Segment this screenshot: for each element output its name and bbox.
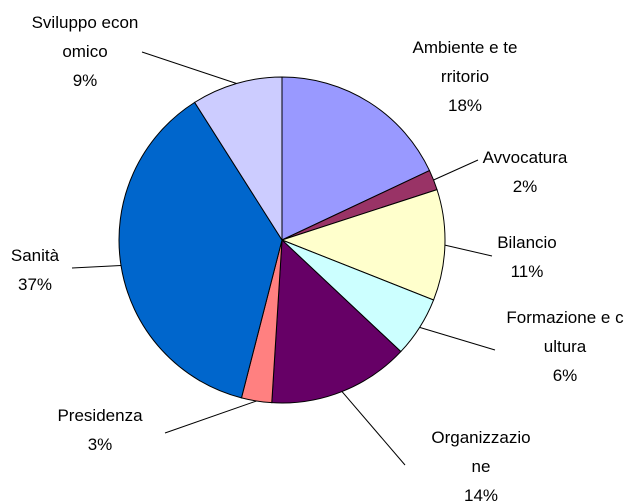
leader-line	[71, 264, 122, 269]
percent-label: 6%	[552, 366, 578, 385]
category-name: Sviluppo economico	[31, 13, 139, 61]
slice-label: Sanità 37%	[0, 241, 70, 299]
leader-line	[419, 326, 496, 351]
percent-label: 2%	[512, 177, 538, 196]
slice-label: Organizzazione 14%	[427, 423, 535, 502]
slice-label: Formazione e cultura 6%	[503, 303, 628, 390]
slice-label: Sviluppo economico 9%	[30, 8, 140, 95]
slice-label: Avvocatura 2%	[470, 143, 580, 201]
category-name: Formazione e cultura	[506, 308, 624, 356]
slice-label: Presidenza 3%	[45, 401, 155, 459]
percent-label: 14%	[463, 486, 499, 502]
category-name: Presidenza	[57, 406, 143, 425]
leader-line	[141, 51, 237, 84]
category-name: Organizzazione	[431, 428, 531, 476]
leader-line	[341, 391, 406, 466]
percent-label: 37%	[17, 275, 53, 294]
pie-slice	[271, 238, 402, 404]
percent-label: 11%	[510, 262, 544, 281]
category-name: Sanità	[10, 246, 60, 265]
leader-line	[433, 159, 479, 181]
leader-line	[444, 244, 493, 257]
category-name: Ambiente e territorio	[412, 38, 518, 86]
pie-slice	[193, 76, 283, 242]
category-name: Avvocatura	[482, 148, 568, 167]
percent-label: 18%	[447, 96, 483, 115]
slice-label: Bilancio 11%	[477, 228, 577, 286]
category-name: Bilancio	[497, 233, 557, 252]
slice-label: Ambiente e territorio 18%	[410, 33, 520, 120]
leader-line	[164, 400, 257, 434]
percent-label: 9%	[72, 71, 98, 90]
percent-label: 3%	[87, 435, 113, 454]
pie-slice	[281, 76, 431, 241]
pie-slice	[280, 188, 446, 301]
